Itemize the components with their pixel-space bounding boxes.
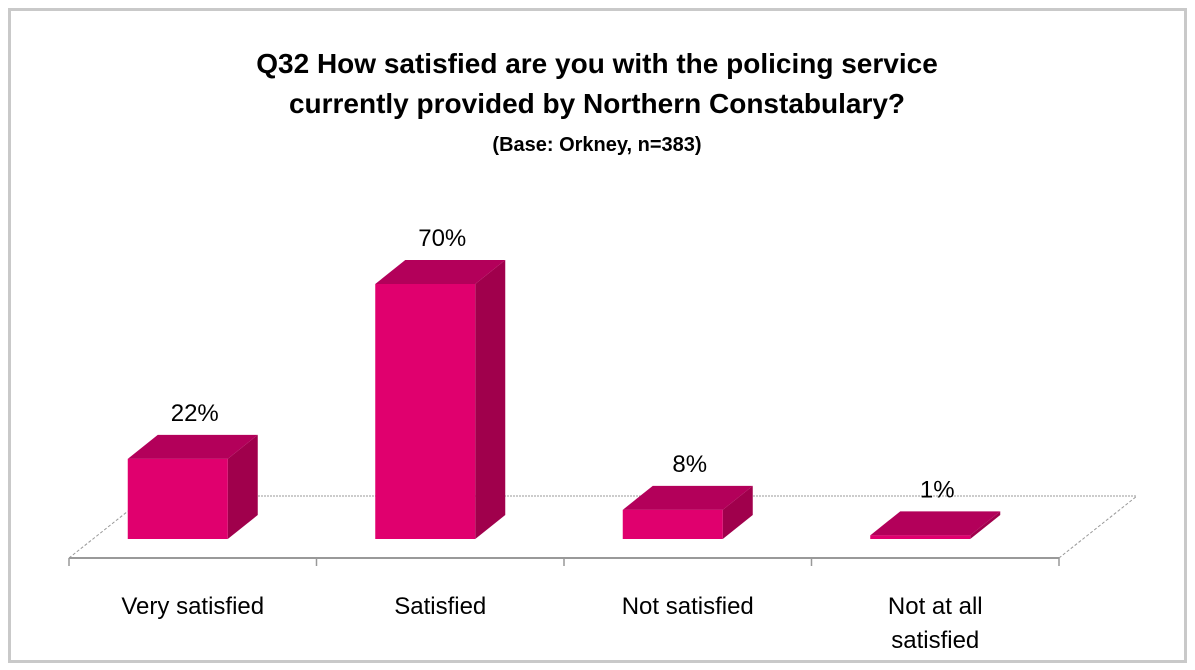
data-label: 22% <box>171 400 219 427</box>
data-labels-group: 22% 70% 8% 1% <box>171 225 955 503</box>
x-tick-label: satisfied <box>891 627 979 654</box>
x-tick-label: Not at all <box>888 593 983 620</box>
bar-front <box>870 535 971 539</box>
bar-side <box>722 485 753 539</box>
floor-right-edge <box>1058 495 1138 559</box>
floor-left-edge <box>68 495 148 559</box>
chart-title: Q32 How satisfied are you with the polic… <box>256 48 938 79</box>
bar-chart: Q32 How satisfied are you with the polic… <box>68 48 1138 654</box>
bar <box>870 511 1001 539</box>
bar-side <box>227 434 258 539</box>
x-tick-label: Not satisfied <box>622 593 754 620</box>
bar-front <box>375 284 476 539</box>
x-tick-label: Satisfied <box>394 593 486 620</box>
bar <box>375 260 506 539</box>
chart-frame: Q32 How satisfied are you with the polic… <box>8 8 1187 663</box>
data-label: 8% <box>672 451 707 478</box>
bar-front <box>127 458 228 539</box>
bar-top <box>622 485 753 510</box>
bar-top <box>870 511 1001 536</box>
data-label: 70% <box>418 225 466 252</box>
data-label: 1% <box>920 476 955 503</box>
bar-front <box>622 509 723 539</box>
bar <box>127 434 258 539</box>
chart-title-line2: currently provided by Northern Constabul… <box>289 88 905 119</box>
bar <box>622 485 753 539</box>
bars-group <box>127 260 1001 539</box>
chart-subtitle: (Base: Orkney, n=383) <box>492 134 701 156</box>
bar-top <box>127 434 258 459</box>
x-tick-label: Very satisfied <box>121 593 264 620</box>
bar-side <box>475 260 506 539</box>
bar-top <box>375 260 506 284</box>
bar-side <box>970 511 1001 539</box>
tick-labels-group: Very satisfied Satisfied Not satisfied Not … <box>121 593 982 654</box>
